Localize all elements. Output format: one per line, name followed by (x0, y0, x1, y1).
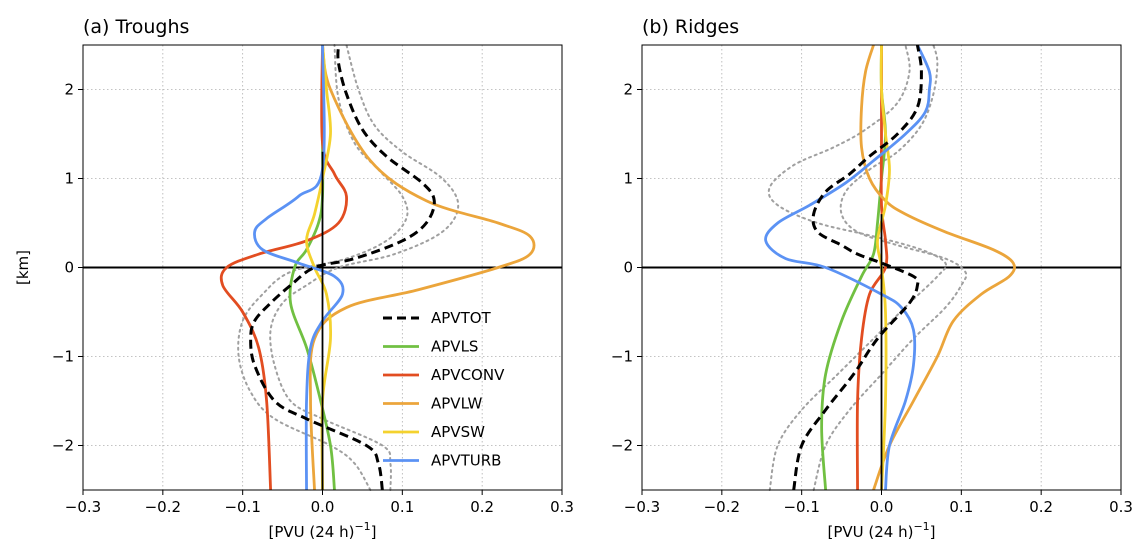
series-apvsw (876, 44, 891, 491)
panel-b-x-axis-label-base: [PVU (24 h) (827, 523, 913, 541)
y-tick-label: 1 (64, 170, 74, 188)
panel-a-x-axis-label-exponent: −1 (354, 520, 370, 533)
y-tick-label: 0 (64, 259, 74, 277)
y-tick-label: 1 (623, 170, 633, 188)
y-tick-label: −2 (611, 437, 633, 455)
y-tick-label: −1 (611, 348, 633, 366)
y-tick-label: 2 (623, 81, 633, 99)
legend-label-apvsw: APVSW (431, 423, 485, 441)
panel-b-x-axis-label-close: ] (930, 523, 936, 541)
legend-label-apvconv: APVCONV (431, 366, 505, 384)
x-tick-label: 0.3 (1109, 498, 1133, 516)
series-apvtot (792, 44, 923, 491)
x-tick-label: 0.0 (870, 498, 894, 516)
panel-a-y-ticks: −2 −1 0 1 2 (52, 81, 83, 455)
y-tick-label: 0 (623, 259, 633, 277)
panel-troughs: −0.3 −0.2 −0.1 0.0 0.1 0.2 0.3 −2 −1 0 1 2 (a) Tro… (14, 16, 574, 541)
y-tick-label: −1 (52, 348, 74, 366)
legend-label-apvlw: APVLW (431, 395, 483, 413)
x-tick-label: −0.2 (704, 498, 740, 516)
panel-b-x-axis-label-exponent: −1 (913, 520, 929, 533)
panel-b-x-ticks: −0.3 −0.2 −0.1 0.0 0.1 0.2 0.3 (624, 490, 1133, 516)
panel-a-series (219, 44, 536, 491)
panel-a-y-axis-label: [km] (14, 250, 32, 285)
panel-a-x-axis-label-close: ] (371, 523, 377, 541)
legend-label-apvtot: APVTOT (431, 309, 492, 327)
x-tick-label: 0.2 (470, 498, 494, 516)
panel-a-x-ticks: −0.3 −0.2 −0.1 0.0 0.1 0.2 0.3 (65, 490, 574, 516)
legend-label-apvls: APVLS (431, 338, 478, 356)
series-apvsw (305, 44, 333, 491)
x-tick-label: 0.1 (949, 498, 973, 516)
panel-a-x-axis-label-base: [PVU (24 h) (268, 523, 354, 541)
panel-b-title: (b) Ridges (642, 16, 739, 38)
series-apvconv (855, 45, 889, 491)
series-apvturb (253, 44, 345, 491)
y-tick-label: −2 (52, 437, 74, 455)
series-apvlw (859, 44, 1016, 491)
x-tick-label: 0.1 (390, 498, 414, 516)
x-tick-label: 0.3 (550, 498, 574, 516)
series-apvlw (308, 44, 536, 491)
x-tick-label: −0.1 (224, 498, 260, 516)
x-tick-label: −0.3 (65, 498, 101, 516)
x-tick-label: −0.2 (145, 498, 181, 516)
x-tick-label: −0.1 (783, 498, 819, 516)
x-tick-label: 0.2 (1029, 498, 1053, 516)
panel-a-x-axis-label: [PVU (24 h)−1] (268, 520, 376, 541)
series-spread-dotted (767, 44, 948, 491)
series-apvconv (219, 44, 348, 491)
y-tick-label: 2 (64, 81, 74, 99)
legend-label-apvturb: APVTURB (431, 452, 501, 470)
series-apvturb (764, 44, 932, 491)
panel-a-title: (a) Troughs (83, 16, 189, 38)
x-tick-label: 0.0 (311, 498, 335, 516)
legend: APVTOT APVLS APVCONV APVLW APVSW APVTURB (383, 309, 505, 470)
panel-b-y-ticks: −2 −1 0 1 2 (611, 81, 642, 455)
panel-ridges: −0.3 −0.2 −0.1 0.0 0.1 0.2 0.3 −2 −1 0 1 2 (b) Rid… (611, 16, 1133, 541)
panel-b-x-axis-label: [PVU (24 h)−1] (827, 520, 935, 541)
x-tick-label: −0.3 (624, 498, 660, 516)
panel-b-series (764, 44, 1016, 491)
